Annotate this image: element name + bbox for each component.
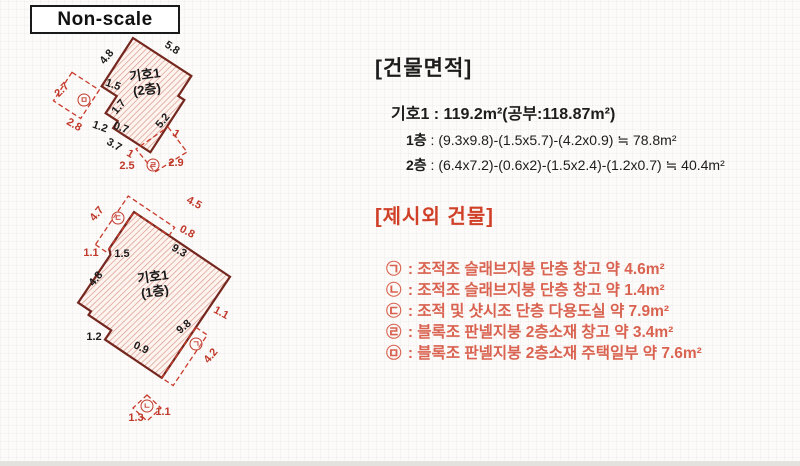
annex-outline-m3	[94, 195, 176, 254]
building-outline-1f	[76, 210, 232, 380]
annex-outline-m4	[135, 126, 188, 173]
extra-building-item: ㉢ : 조적 및 샷시조 단층 다용도실 약 7.9m²	[386, 303, 670, 320]
extra-buildings-list: ㉠ : 조적조 슬래브지붕 단층 창고 약 4.6m² ㉡ : 조적조 슬래브지붕…	[386, 259, 795, 364]
annex-outline-m2	[132, 394, 162, 422]
floor-area-line: 2층 : (6.4x7.2)-(0.6x2)-(1.5x2.4)-(1.2x0.…	[406, 157, 725, 173]
annex-outline-m1	[160, 326, 209, 387]
extra-buildings-section: [제시외 건물] ㉠ : 조적조 슬래브지붕 단층 창고 약 4.6m² ㉡ : …	[375, 200, 795, 364]
building-outline-2f	[100, 36, 193, 154]
bottom-edge-bar	[0, 461, 800, 466]
extra-building-item: ㉠ : 조적조 슬래브지붕 단층 창고 약 4.6m²	[386, 261, 665, 278]
annex-outline-m5	[52, 71, 101, 120]
building-area-section: [건물면적] 기호1 : 119.2m²(공부:118.87m²) 1층 : (…	[375, 52, 785, 175]
extra-building-item: ㉤ : 블록조 판넬지붕 2층소재 주택일부 약 7.6m²	[386, 345, 702, 362]
floor-area-lines: 1층 : (9.3x9.8)-(1.5x5.7)-(4.2x0.9) ≒ 78.…	[406, 130, 785, 175]
extra-buildings-title: [제시외 건물]	[375, 206, 494, 228]
floor-area-line: 1층 : (9.3x9.8)-(1.5x5.7)-(4.2x0.9) ≒ 78.…	[406, 132, 677, 148]
non-scale-badge: Non-scale	[30, 5, 180, 34]
building-area-title: [건물면적]	[375, 57, 473, 80]
extra-building-item: ㉡ : 조적조 슬래브지붕 단층 창고 약 1.4m²	[386, 282, 665, 299]
extra-building-item: ㉣ : 블록조 판넬지붕 2층소재 창고 약 3.4m²	[386, 324, 674, 341]
building-area-summary: 기호1 : 119.2m²(공부:118.87m²)	[391, 106, 616, 123]
